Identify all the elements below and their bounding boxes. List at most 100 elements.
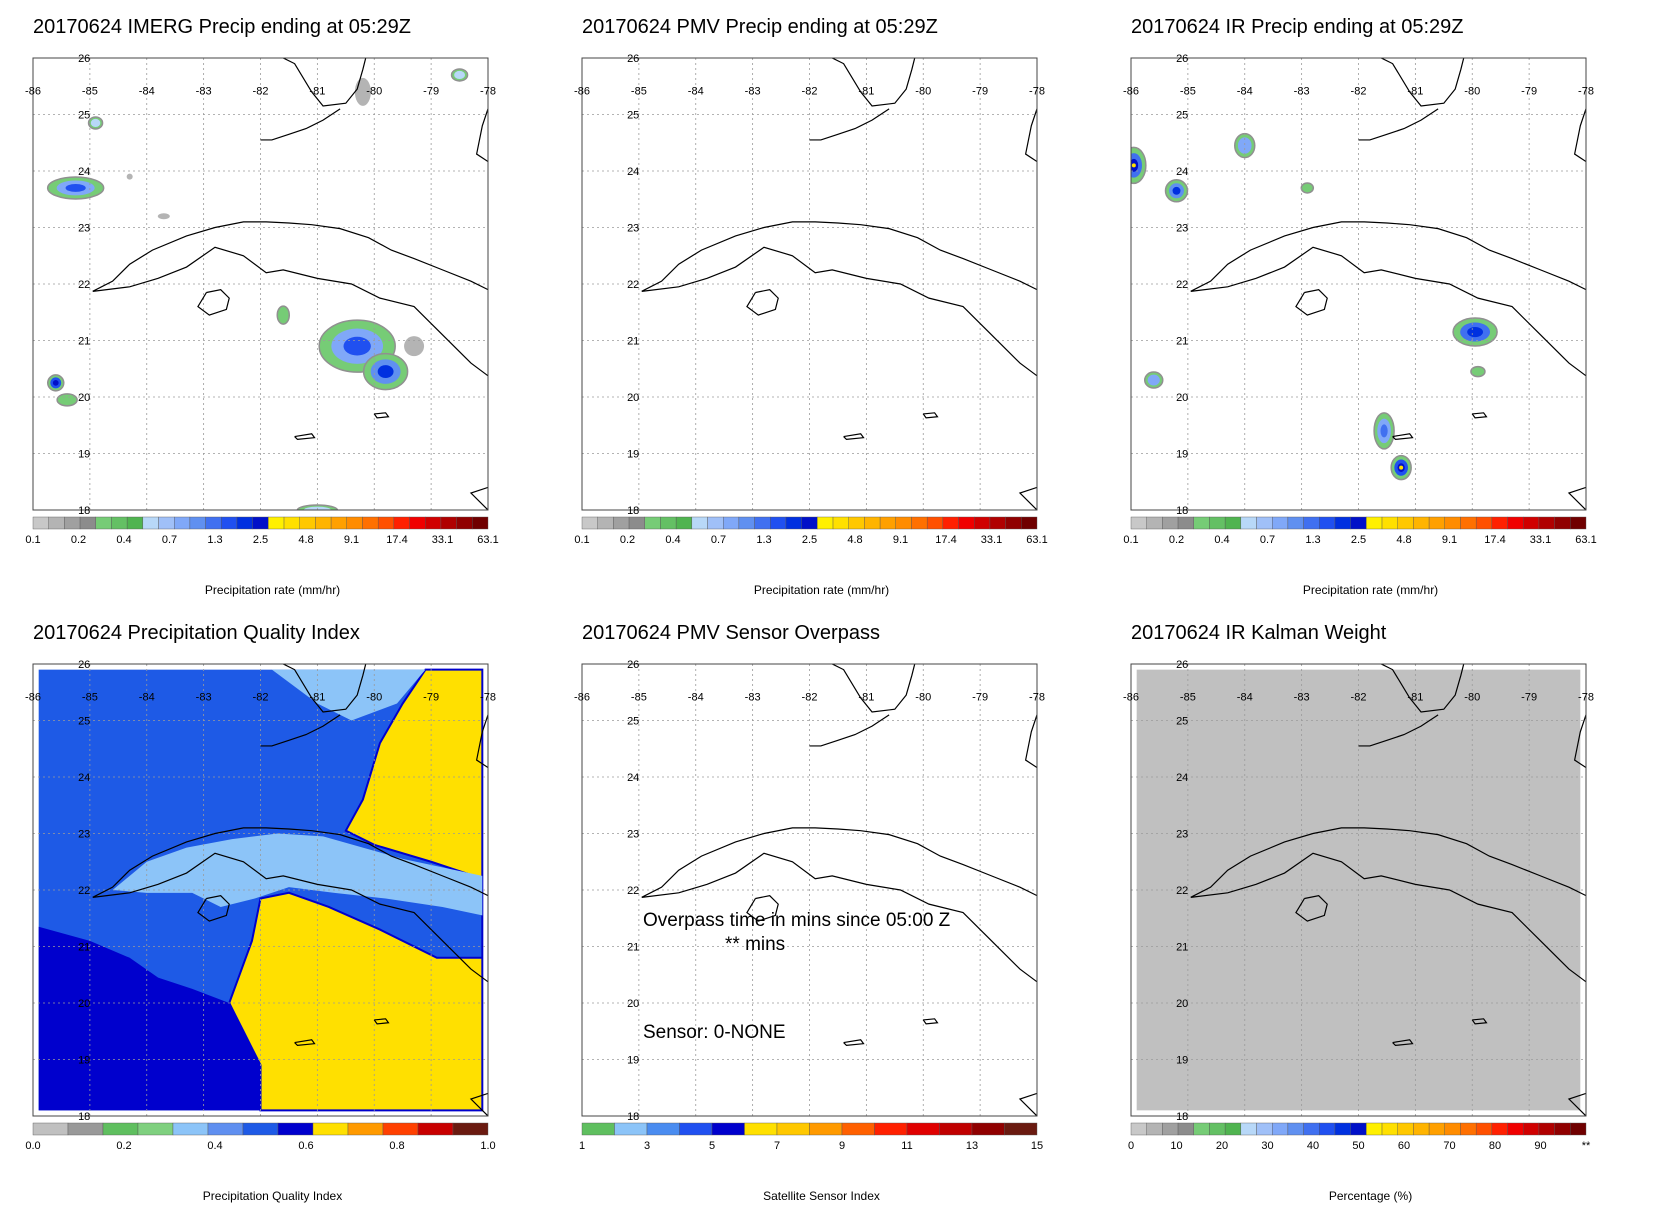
colorbar-tick-label: 1.3 <box>756 534 771 546</box>
colorbar-swatch <box>707 516 724 530</box>
colorbar-tick-label: 50 <box>1352 1140 1364 1152</box>
colorbar-swatch <box>277 1122 314 1136</box>
quality-field-high <box>228 668 484 1112</box>
colorbar-tick-label: 0.1 <box>1123 534 1138 546</box>
colorbar-swatch <box>1397 516 1414 530</box>
colorbar-tick-label: 5 <box>709 1140 715 1152</box>
coastline <box>830 58 916 107</box>
colorbar-swatch <box>1146 516 1163 530</box>
colorbar-swatch <box>1240 1122 1257 1136</box>
colorbar-swatch <box>452 1122 489 1136</box>
colorbar-swatch <box>1224 1122 1242 1136</box>
colorbar-swatch <box>613 516 630 530</box>
latitude-label: 26 <box>78 659 90 671</box>
coastline <box>1024 714 1037 769</box>
colorbar-swatch <box>1021 516 1038 530</box>
latitude-label: 25 <box>1176 110 1188 122</box>
longitude-label: -83 <box>1294 86 1310 98</box>
longitude-label: -81 <box>1407 692 1423 704</box>
longitude-label: -79 <box>1521 86 1537 98</box>
colorbar-tick-label: 0.7 <box>711 534 726 546</box>
map-frame <box>581 663 1038 1117</box>
colorbar-tick-label: 4.8 <box>1396 534 1411 546</box>
colorbar-label: Precipitation rate (mm/hr) <box>753 583 890 597</box>
colorbar-swatch <box>911 516 928 530</box>
colorbar-swatch <box>939 1122 973 1136</box>
colorbar-swatch <box>347 1122 384 1136</box>
colorbar-swatch <box>848 516 865 530</box>
coastline <box>1471 412 1488 419</box>
colorbar-tick-label: 63.1 <box>1026 534 1047 546</box>
coastline <box>746 894 779 922</box>
coastline <box>1573 714 1586 769</box>
ir-precip-cell <box>1399 465 1404 470</box>
latitude-label: 24 <box>78 772 90 784</box>
imerg-precip-cell <box>90 118 101 128</box>
colorbar-swatch <box>95 516 112 530</box>
colorbar-swatch <box>679 1122 713 1136</box>
colorbar-swatch <box>644 516 661 530</box>
colorbar-swatch <box>67 1122 104 1136</box>
latitude-label: 20 <box>1176 998 1188 1010</box>
coastline <box>294 1039 316 1047</box>
imerg-precip-cell <box>454 70 466 80</box>
coastline <box>260 108 341 141</box>
light-precip-cell <box>126 173 133 180</box>
coastline <box>373 1018 390 1025</box>
panel-title: 20170624 IMERG Precip ending at 05:29Z <box>33 16 412 38</box>
latitude-label: 20 <box>78 998 90 1010</box>
colorbar-swatch <box>675 516 693 530</box>
longitude-label: -79 <box>1521 692 1537 704</box>
colorbar-swatch <box>79 516 96 530</box>
latitude-label: 21 <box>627 942 639 954</box>
colorbar-swatch <box>1240 516 1257 530</box>
colorbar-swatch <box>362 516 379 530</box>
map-content <box>1131 664 1586 1116</box>
colorbar-swatch <box>283 516 300 530</box>
latitude-label: 20 <box>627 998 639 1010</box>
ir-precip-cell <box>1380 424 1388 438</box>
colorbar-swatch <box>1193 1122 1210 1136</box>
latitude-label: 23 <box>78 829 90 841</box>
colorbar-swatch <box>315 516 332 530</box>
coastline <box>281 58 367 107</box>
coastline <box>843 1039 865 1047</box>
latitude-label: 21 <box>78 336 90 348</box>
map-content <box>582 58 1037 510</box>
colorbar-tick-label: 0.2 <box>116 1140 131 1152</box>
latitude-label: 24 <box>1176 166 1188 178</box>
colorbar-swatch <box>754 516 771 530</box>
longitude-label: -84 <box>139 86 155 98</box>
colorbar-tick-label: 0.4 <box>1214 534 1229 546</box>
colorbar-swatch <box>1460 516 1477 530</box>
latitude-label: 22 <box>627 279 639 291</box>
colorbar-swatch <box>1287 516 1304 530</box>
imerg-precip-cell <box>343 336 371 356</box>
longitude-label: -79 <box>423 692 439 704</box>
colorbar-tick-label: 40 <box>1307 1140 1319 1152</box>
map-content <box>1131 58 1586 510</box>
latitude-label: 23 <box>627 829 639 841</box>
latitude-label: 20 <box>627 392 639 404</box>
colorbar-swatch <box>744 1122 778 1136</box>
longitude-label: -79 <box>972 692 988 704</box>
latitude-label: 26 <box>1176 53 1188 65</box>
colorbar-tick-label: 63.1 <box>1575 534 1596 546</box>
colorbar-swatch <box>1256 1122 1273 1136</box>
colorbar-swatch <box>691 516 708 530</box>
colorbar-tick-label: 2.5 <box>253 534 268 546</box>
colorbar-swatch <box>1538 1122 1555 1136</box>
colorbar-swatch <box>864 516 881 530</box>
colorbar-swatch <box>1554 1122 1571 1136</box>
colorbar-swatch <box>472 516 489 530</box>
ir-precip-cell <box>1172 186 1181 195</box>
latitude-label: 18 <box>627 1111 639 1123</box>
coastline <box>746 288 779 316</box>
coastline <box>92 827 488 983</box>
colorbar-swatch <box>971 1122 1005 1136</box>
longitude-label: -78 <box>1029 86 1045 98</box>
colorbar-swatch <box>1366 1122 1383 1136</box>
colorbar-tick-label: 33.1 <box>432 534 453 546</box>
colorbar-swatch <box>393 516 410 530</box>
colorbar-swatch <box>425 516 442 530</box>
